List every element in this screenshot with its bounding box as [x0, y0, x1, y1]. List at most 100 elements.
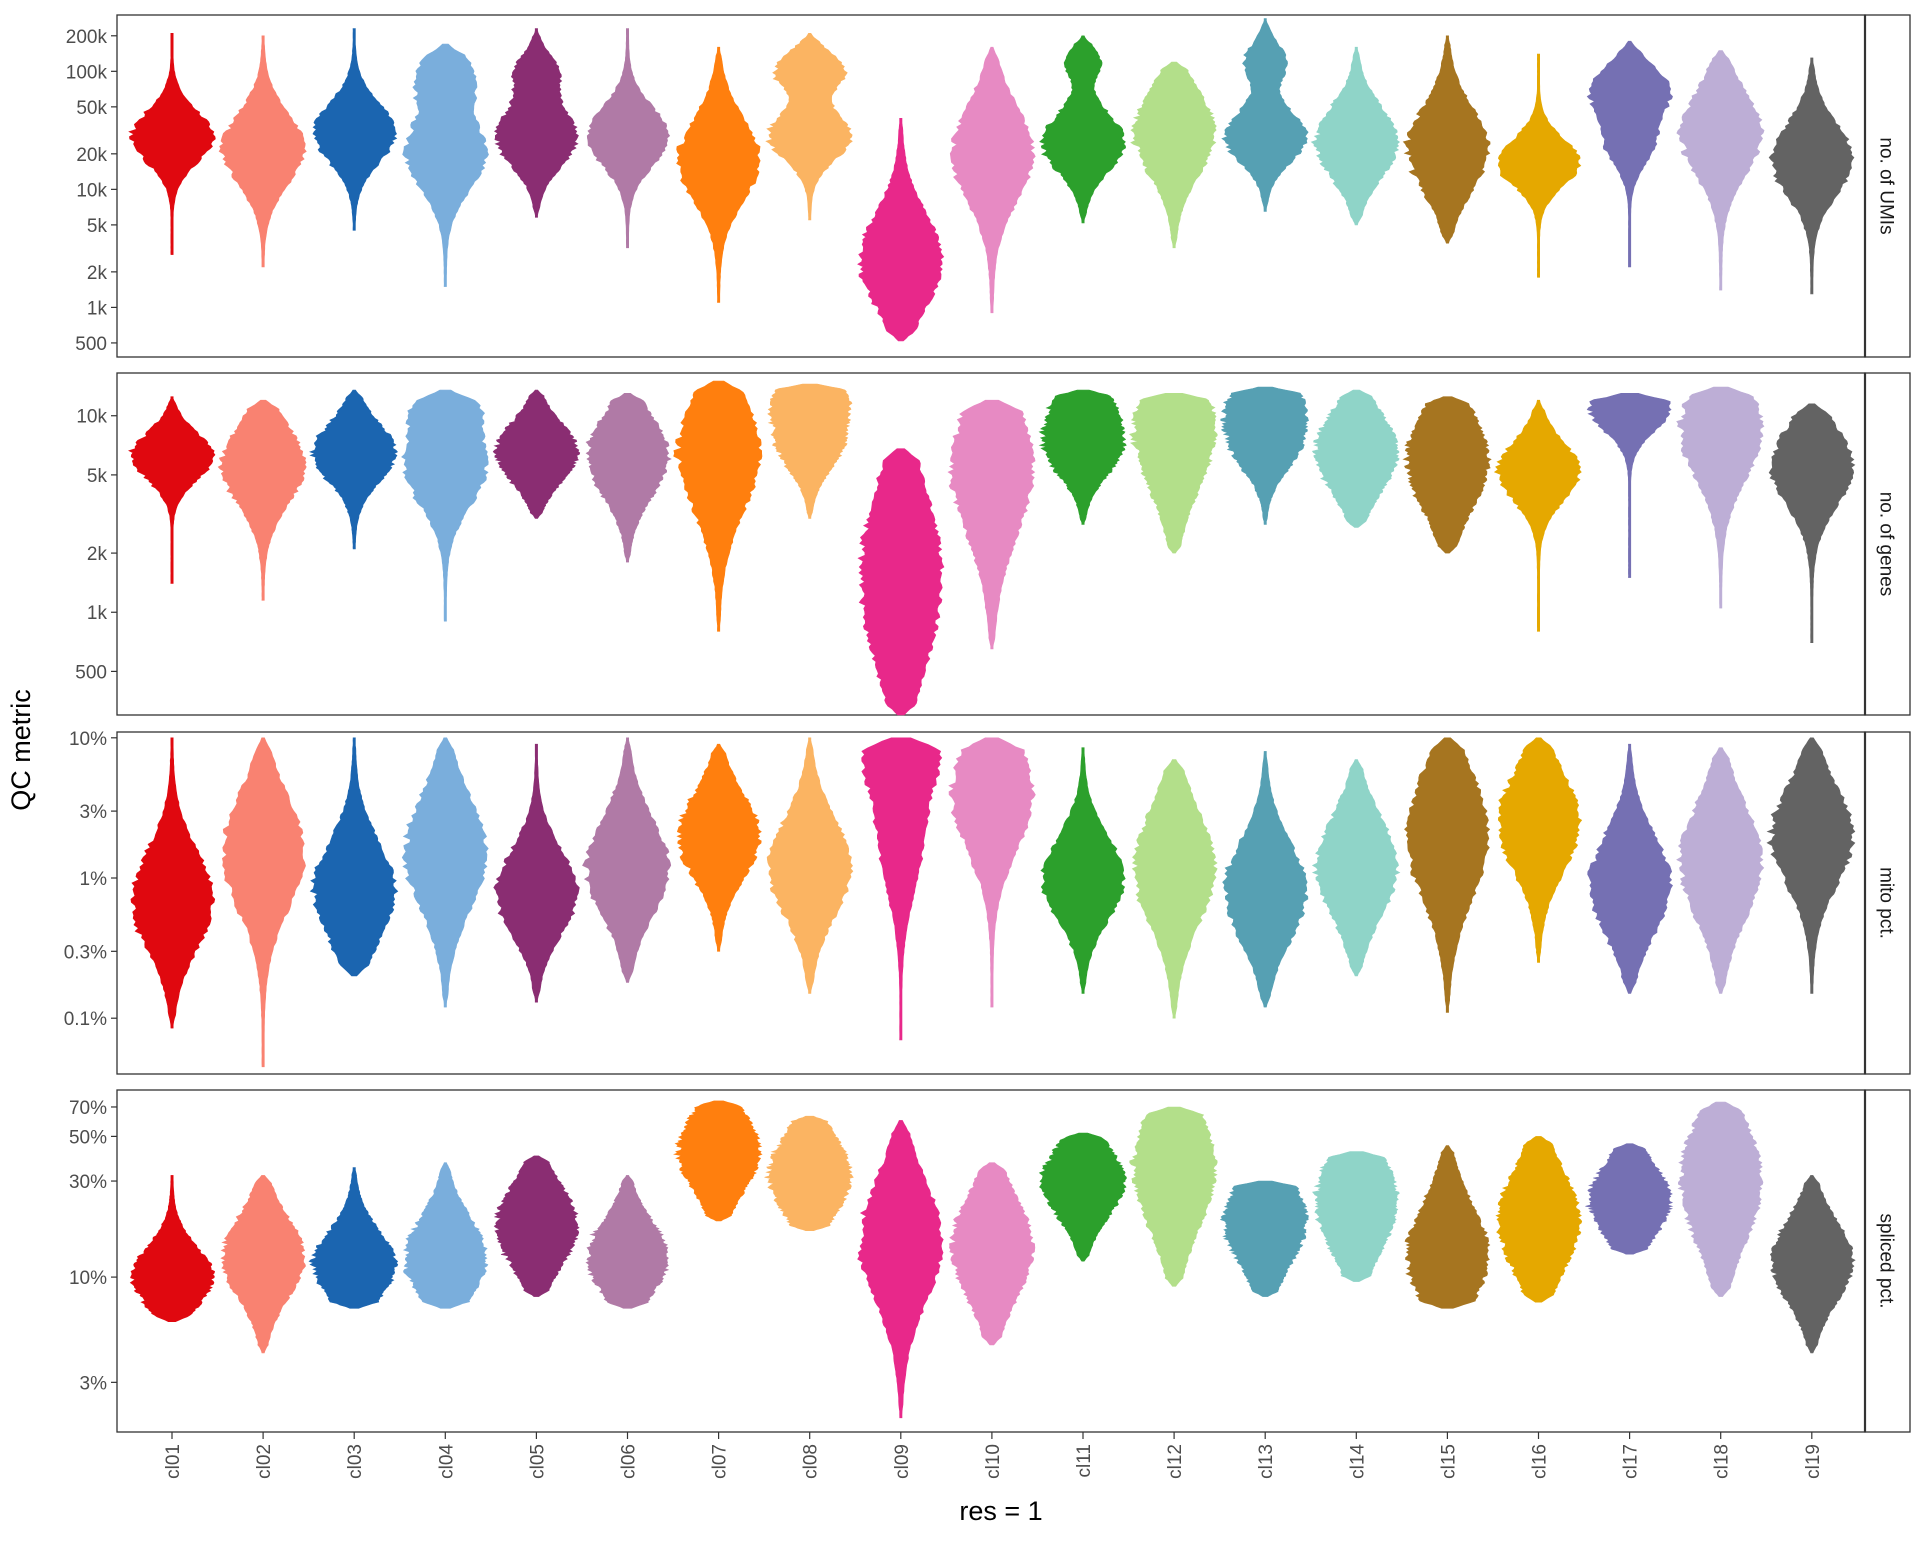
- violin-cl15: [1404, 1145, 1491, 1309]
- violin-cl04: [402, 43, 489, 287]
- violin-cl08: [765, 33, 853, 221]
- violin-cl07: [673, 380, 763, 632]
- violin-cl10: [949, 1162, 1036, 1346]
- violin-cl13: [1219, 1180, 1309, 1297]
- violin-cl18: [1676, 386, 1765, 609]
- violin-cl10: [947, 399, 1036, 650]
- y-axis-title: QC metric: [6, 689, 36, 811]
- violin-cl13: [1221, 18, 1309, 212]
- violin-cl12: [1129, 1106, 1218, 1287]
- violin-cl01: [130, 737, 216, 1029]
- y-tick-label: 50%: [69, 1127, 107, 1148]
- violin-cl09: [857, 118, 945, 342]
- y-tick-label: 50k: [76, 98, 107, 119]
- violin-cl03: [312, 28, 398, 231]
- panel-1: no. of UMIs 500 1k 2k 5k 10k 20k 50k 100k 200k: [66, 14, 1911, 358]
- y-tick-label: 1k: [87, 603, 108, 624]
- violin-cl01: [128, 33, 216, 255]
- y-tick-label: 5k: [87, 466, 108, 487]
- violin-cl19: [1768, 57, 1855, 295]
- violin-cl02: [218, 35, 307, 268]
- violin-cl02: [220, 1175, 306, 1354]
- violin-cl19: [1768, 403, 1856, 643]
- violin-cl14: [1312, 1151, 1400, 1282]
- violin-cl14: [1311, 389, 1400, 528]
- violin-cl19: [1766, 737, 1856, 994]
- violin-cl14: [1311, 759, 1401, 977]
- violin-cl02: [221, 737, 306, 1068]
- y-tick-label: 1%: [80, 869, 108, 890]
- violin-cl15: [1402, 396, 1492, 554]
- violin-cl06: [586, 28, 671, 249]
- panel-3: mito pct. 0.1% 0.3% 1% 3% 10%: [64, 729, 1911, 1075]
- violin-cl18: [1677, 1101, 1764, 1297]
- violin-cl16: [1493, 399, 1582, 632]
- x-tick-label: cl14: [1347, 1444, 1368, 1479]
- violin-cl04: [401, 737, 489, 1008]
- x-tick-label: cl10: [983, 1444, 1004, 1479]
- x-tick-label: cl18: [1712, 1444, 1733, 1479]
- violin-cl11: [1040, 747, 1126, 994]
- violin-cl09: [857, 1120, 944, 1419]
- violin-cl05: [493, 28, 579, 218]
- violin-cl15: [1404, 737, 1491, 1013]
- violin-cl18: [1676, 747, 1765, 994]
- violin-cl02: [217, 399, 307, 601]
- x-tick-label: cl02: [254, 1444, 275, 1479]
- violin-cl08: [764, 1115, 854, 1231]
- violin-cl12: [1130, 61, 1217, 249]
- violin-cl08: [766, 737, 854, 994]
- x-tick-label: cl03: [345, 1444, 366, 1479]
- x-tick-label: cl19: [1803, 1444, 1824, 1479]
- y-tick-label: 200k: [66, 27, 108, 48]
- violin-cl16: [1497, 737, 1583, 963]
- violin-cl13: [1220, 386, 1309, 525]
- violin-cl08: [767, 383, 853, 519]
- violin-cl17: [1586, 40, 1673, 268]
- violin-cl10: [949, 46, 1036, 314]
- facet-label: mito pct.: [1876, 867, 1897, 939]
- violin-cl04: [401, 389, 489, 622]
- violin-cl12: [1128, 393, 1218, 554]
- violin-cl09: [857, 448, 945, 716]
- y-tick-label: 5k: [87, 216, 108, 237]
- x-tick-label: cl17: [1621, 1444, 1642, 1479]
- x-tick-label: cl07: [710, 1444, 731, 1479]
- panel-4: spliced pct. 3% 10% 30% 50% 70%: [69, 1089, 1911, 1433]
- violin-cl12: [1131, 759, 1218, 1019]
- y-tick-label: 10%: [69, 1268, 107, 1289]
- x-tick-label: cl04: [436, 1444, 457, 1479]
- violin-cl05: [493, 743, 580, 1003]
- x-tick-label: cl05: [527, 1444, 548, 1479]
- violin-cl01: [129, 1175, 215, 1322]
- x-tick-label: cl12: [1165, 1444, 1186, 1479]
- violin-cl06: [582, 737, 672, 983]
- x-tick-label: cl11: [1074, 1444, 1095, 1477]
- violin-cl04: [402, 1162, 489, 1309]
- violin-cl07: [676, 743, 762, 952]
- violin-cl16: [1495, 1136, 1583, 1303]
- x-tick-label: cl08: [801, 1444, 822, 1479]
- x-tick-label: cl15: [1438, 1444, 1459, 1479]
- y-tick-label: 2k: [87, 544, 108, 565]
- y-tick-label: 10%: [69, 729, 107, 750]
- facet-label: spliced pct.: [1876, 1213, 1897, 1308]
- violin-cl11: [1039, 35, 1126, 224]
- violin-cl10: [948, 737, 1036, 1008]
- violin-cl18: [1676, 50, 1765, 291]
- violin-cl11: [1038, 1132, 1127, 1262]
- y-tick-label: 100k: [66, 62, 108, 83]
- y-tick-label: 20k: [76, 145, 107, 166]
- x-tick-label: cl13: [1256, 1444, 1277, 1479]
- violin-cl17: [1586, 393, 1672, 578]
- violin-cl09: [861, 737, 943, 1041]
- violin-cl06: [585, 393, 672, 563]
- violin-cl05: [492, 389, 581, 519]
- violin-cl01: [128, 396, 216, 584]
- violin-cl11: [1038, 389, 1127, 525]
- y-tick-label: 500: [75, 662, 107, 683]
- violin-cl05: [493, 1155, 580, 1297]
- violin-cl14: [1310, 46, 1401, 226]
